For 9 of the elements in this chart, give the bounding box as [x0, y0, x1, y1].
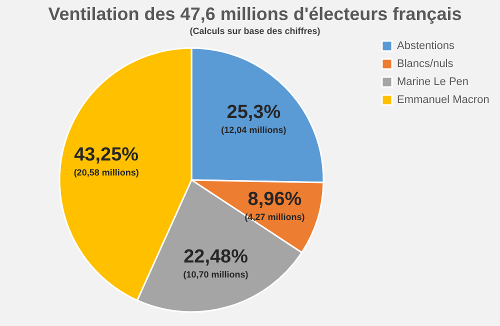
- text: 25,3% (12,04 millions): [221, 102, 286, 135]
- legend-label: Blancs/nuls: [397, 58, 454, 70]
- text: 22,48% (10,70 millions): [183, 246, 248, 280]
- chart-subtitle: (Calculs sur base des chiffres): [190, 26, 320, 36]
- legend-label: Abstentions: [397, 40, 455, 52]
- legend-label: Emmanuel Macron: [397, 94, 490, 106]
- legend-label: Marine Le Pen: [397, 76, 469, 88]
- chart-title: Ventilation des 47,6 millions d'électeurs français: [48, 4, 462, 24]
- text: 43,25% (20,58 millions): [74, 144, 139, 178]
